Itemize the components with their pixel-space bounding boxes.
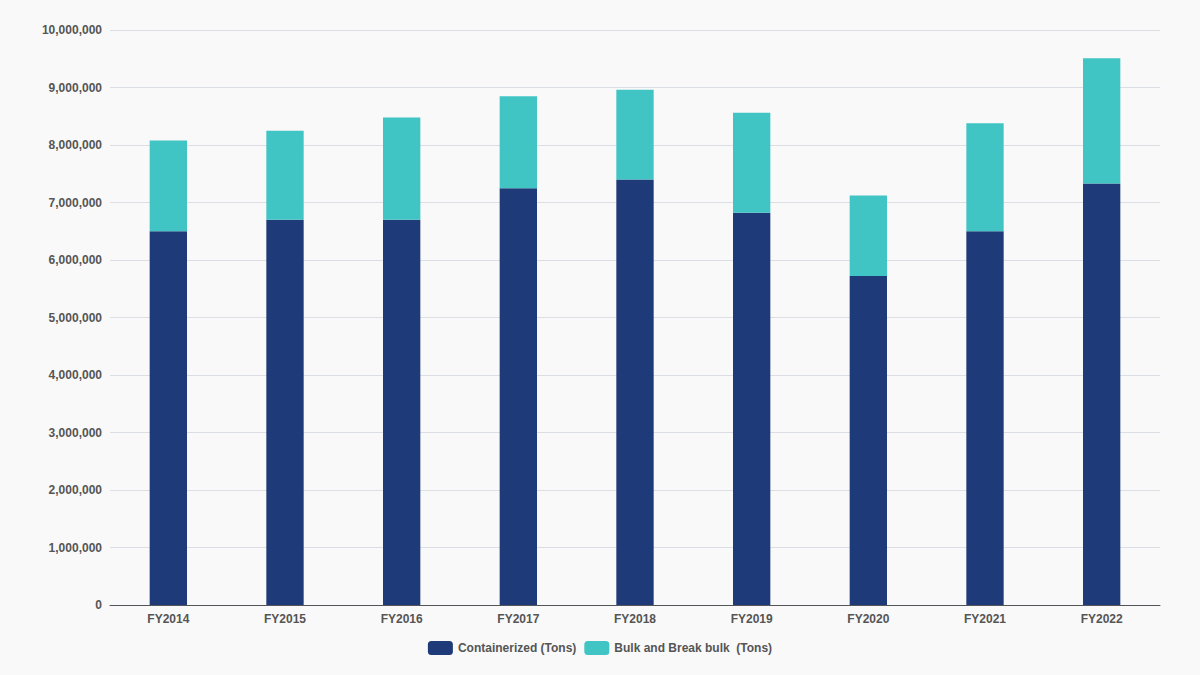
svg-text:3,000,000: 3,000,000 (49, 426, 103, 440)
svg-text:10,000,000: 10,000,000 (42, 23, 102, 37)
svg-text:FY2014: FY2014 (147, 612, 189, 626)
svg-text:4,000,000: 4,000,000 (49, 368, 103, 382)
svg-text:FY2016: FY2016 (381, 612, 423, 626)
svg-text:FY2019: FY2019 (731, 612, 773, 626)
svg-text:FY2017: FY2017 (497, 612, 539, 626)
svg-text:FY2018: FY2018 (614, 612, 656, 626)
svg-text:6,000,000: 6,000,000 (49, 253, 103, 267)
svg-text:9,000,000: 9,000,000 (49, 81, 103, 95)
svg-text:7,000,000: 7,000,000 (49, 196, 103, 210)
svg-text:Bulk and Break bulk (Tons): Bulk and Break bulk (Tons) (614, 641, 772, 655)
svg-text:0: 0 (95, 598, 102, 612)
svg-text:8,000,000: 8,000,000 (49, 138, 103, 152)
svg-text:FY2022: FY2022 (1081, 612, 1123, 626)
svg-text:2,000,000: 2,000,000 (49, 483, 103, 497)
svg-text:5,000,000: 5,000,000 (49, 311, 103, 325)
svg-text:FY2020: FY2020 (847, 612, 889, 626)
svg-text:Containerized (Tons): Containerized (Tons) (458, 641, 576, 655)
svg-text:FY2021: FY2021 (964, 612, 1006, 626)
svg-text:1,000,000: 1,000,000 (49, 541, 103, 555)
svg-text:FY2015: FY2015 (264, 612, 306, 626)
